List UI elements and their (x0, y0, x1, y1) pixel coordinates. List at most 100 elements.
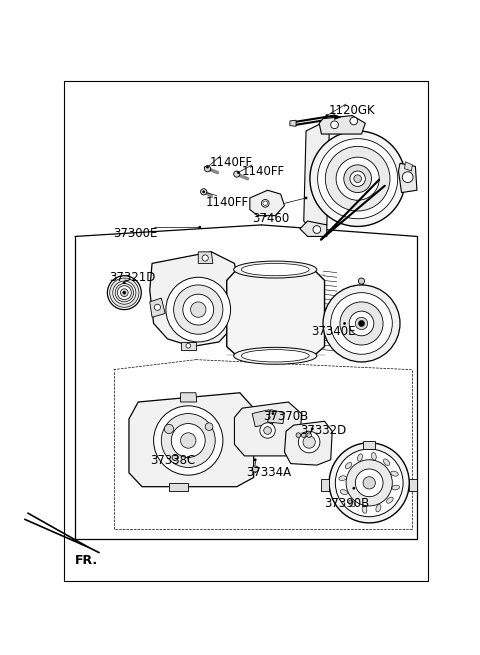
Circle shape (263, 201, 267, 206)
Text: 37460: 37460 (252, 212, 289, 225)
Circle shape (329, 443, 409, 523)
Polygon shape (285, 421, 332, 465)
Circle shape (325, 146, 390, 211)
Circle shape (402, 172, 413, 183)
Circle shape (359, 320, 365, 327)
Circle shape (183, 294, 214, 325)
Circle shape (299, 431, 320, 453)
Text: 37370B: 37370B (263, 409, 308, 422)
Circle shape (237, 171, 240, 174)
Polygon shape (322, 479, 329, 491)
Circle shape (201, 189, 207, 195)
Circle shape (349, 311, 374, 336)
Polygon shape (304, 123, 329, 231)
Ellipse shape (241, 350, 309, 362)
Circle shape (262, 200, 269, 207)
Circle shape (296, 433, 300, 438)
Polygon shape (409, 479, 417, 491)
Ellipse shape (372, 453, 376, 460)
Circle shape (180, 433, 196, 448)
Circle shape (355, 317, 368, 329)
Circle shape (171, 424, 205, 457)
Circle shape (110, 278, 139, 307)
Circle shape (310, 131, 406, 227)
Circle shape (336, 449, 403, 517)
Circle shape (272, 412, 275, 415)
Circle shape (205, 422, 213, 430)
Polygon shape (250, 190, 285, 215)
Polygon shape (290, 120, 296, 126)
Circle shape (318, 139, 398, 219)
Ellipse shape (391, 471, 398, 476)
Ellipse shape (234, 347, 317, 364)
Ellipse shape (362, 506, 367, 514)
Circle shape (340, 302, 383, 345)
Text: 1120GK: 1120GK (328, 104, 375, 117)
Ellipse shape (376, 504, 381, 512)
Circle shape (311, 428, 313, 430)
Polygon shape (363, 441, 375, 449)
Circle shape (108, 276, 141, 310)
Text: 37340E: 37340E (312, 325, 356, 338)
Polygon shape (267, 409, 285, 424)
Circle shape (191, 302, 206, 317)
Text: 1140FF: 1140FF (242, 165, 285, 178)
Ellipse shape (349, 500, 355, 507)
Circle shape (254, 458, 257, 461)
Circle shape (313, 226, 321, 233)
Ellipse shape (234, 261, 317, 278)
Circle shape (350, 117, 358, 125)
Text: 37321D: 37321D (109, 271, 156, 284)
Circle shape (174, 285, 223, 334)
Circle shape (264, 214, 266, 217)
Circle shape (350, 171, 365, 187)
Ellipse shape (340, 489, 348, 495)
Circle shape (187, 456, 190, 458)
Circle shape (303, 436, 315, 448)
Circle shape (359, 278, 365, 284)
Text: FR.: FR. (75, 555, 98, 567)
Text: 37338C: 37338C (150, 455, 195, 468)
Text: 1140FF: 1140FF (206, 196, 249, 209)
Circle shape (344, 165, 372, 193)
Circle shape (352, 487, 355, 490)
Polygon shape (169, 483, 188, 491)
Ellipse shape (392, 485, 399, 490)
Circle shape (325, 114, 328, 117)
Circle shape (252, 466, 258, 472)
Circle shape (336, 157, 379, 200)
Circle shape (202, 255, 208, 261)
Circle shape (115, 284, 133, 302)
Circle shape (155, 304, 160, 310)
Polygon shape (150, 252, 238, 346)
Ellipse shape (339, 476, 347, 481)
Circle shape (120, 289, 128, 297)
Circle shape (264, 426, 271, 434)
Circle shape (323, 285, 400, 362)
Ellipse shape (358, 454, 362, 461)
Ellipse shape (345, 462, 352, 468)
Polygon shape (150, 298, 165, 317)
Circle shape (154, 406, 223, 475)
Polygon shape (227, 270, 324, 356)
Polygon shape (319, 115, 365, 134)
Polygon shape (335, 115, 341, 119)
Circle shape (354, 175, 361, 183)
Text: 37390B: 37390B (324, 496, 370, 510)
Circle shape (260, 422, 275, 438)
Ellipse shape (386, 497, 393, 503)
Circle shape (204, 166, 211, 172)
Text: 37334A: 37334A (246, 466, 291, 479)
Circle shape (206, 166, 209, 168)
Circle shape (123, 291, 126, 294)
Circle shape (113, 281, 136, 304)
Text: 37332D: 37332D (300, 424, 346, 437)
Circle shape (161, 413, 215, 468)
Circle shape (343, 322, 346, 325)
Text: 1140FF: 1140FF (210, 156, 253, 168)
Circle shape (164, 424, 174, 434)
Polygon shape (129, 393, 254, 487)
Polygon shape (180, 342, 196, 350)
Circle shape (172, 455, 178, 460)
Polygon shape (180, 393, 197, 402)
